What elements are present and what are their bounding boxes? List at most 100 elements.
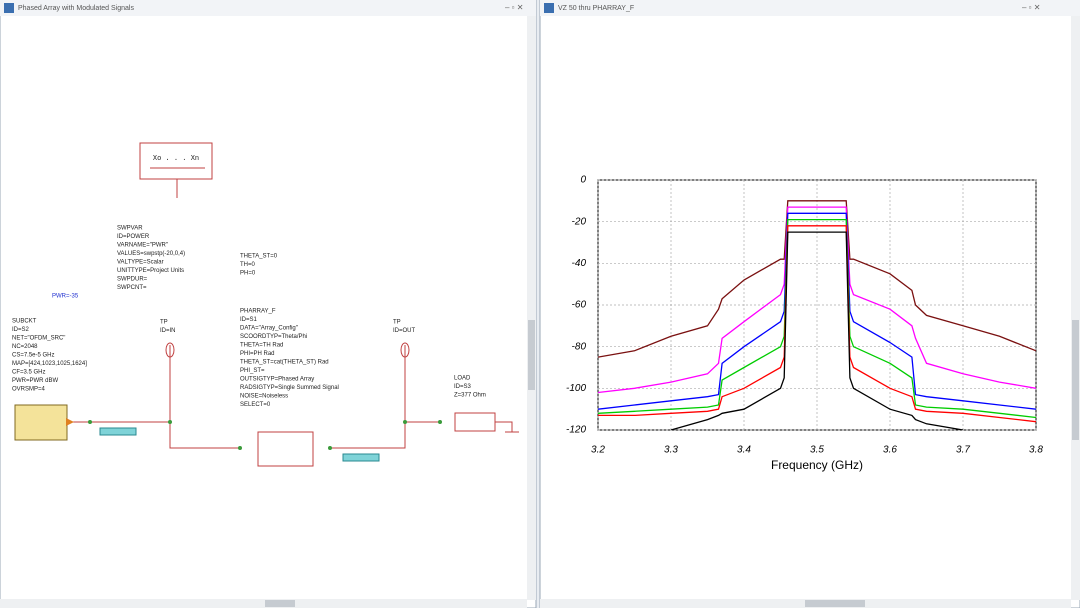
schematic-label: TP	[160, 320, 168, 326]
schematic-label: ID=IN	[160, 328, 176, 334]
nodes	[88, 420, 442, 450]
x-tick-label: 3.4	[737, 445, 751, 456]
schematic-label: ID=S1	[240, 317, 258, 323]
series-line	[598, 225, 1036, 423]
schematic-label: TP	[393, 320, 401, 326]
schematic-label: THETA_ST=cat(THETA_ST) Rad	[240, 360, 329, 366]
y-tick-label: -60	[572, 300, 587, 311]
schematic-label: UNITTYPE=Project Units	[117, 268, 184, 274]
schematic-label: SCOORDTYP=Theta/Phi	[240, 334, 307, 340]
window-icon	[4, 3, 14, 13]
schematic-label: NC=2048	[12, 344, 38, 350]
wire	[495, 421, 513, 432]
v-scrollbar[interactable]	[527, 16, 536, 600]
x-tick-label: 3.8	[1029, 445, 1043, 456]
probe	[165, 342, 175, 358]
title-bar	[540, 0, 1080, 16]
schematic-label: PHI=PH Rad	[240, 351, 275, 357]
x-tick-label: 3.2	[591, 445, 605, 456]
schematic-label: NET="OFDM_SRC"	[12, 336, 65, 342]
source-box	[14, 404, 68, 441]
series-line	[598, 212, 1036, 410]
y-tick-label: 0	[580, 175, 586, 186]
schematic-label: TH=0	[240, 262, 256, 268]
x-tick-label: 3.5	[810, 445, 824, 456]
schematic-label: SWPCNT=	[117, 285, 147, 291]
scroll-thumb[interactable]	[528, 320, 535, 390]
schematic-label: SWPDUR=	[117, 277, 148, 283]
y-tick-label: -40	[572, 258, 587, 269]
window-controls[interactable]: – ▫ ✕	[1022, 3, 1040, 12]
schematic-label: CF=3.5 GHz	[12, 370, 46, 376]
x-tick-label: 3.7	[956, 445, 970, 456]
node	[403, 420, 407, 424]
wire	[72, 421, 240, 449]
schematic-label: RADSIGTYP=Single Summed Signal	[240, 385, 339, 391]
schematic-label: DATA="Array_Config"	[240, 326, 298, 332]
schematic-label: THETA_ST=0	[240, 254, 278, 260]
wire-tag	[342, 453, 380, 462]
y-tick-label: -100	[566, 383, 586, 394]
schematic-label: OUTSIGTYP=Phased Array	[240, 377, 314, 383]
node	[168, 420, 172, 424]
title-bar	[0, 0, 536, 16]
series-line	[670, 231, 964, 430]
scroll-thumb[interactable]	[805, 600, 865, 607]
x-tick-label: 3.6	[883, 445, 897, 456]
pwr-label: PWR=-35	[52, 294, 79, 300]
window-title: Phased Array with Modulated Signals	[18, 5, 134, 12]
series	[598, 200, 1036, 430]
schematic-window	[0, 0, 537, 608]
schematic-label: NOISE=Noiseless	[240, 394, 288, 400]
wire	[330, 421, 440, 449]
x-axis-label: Frequency (GHz)	[771, 458, 863, 472]
schematic-label: ID=OUT	[393, 328, 416, 334]
series-line	[598, 206, 1036, 394]
scroll-thumb[interactable]	[1072, 320, 1079, 440]
schematic-label: CS=7.5e-5 GHz	[12, 353, 55, 359]
schematic-label: PHI_ST=	[240, 368, 265, 374]
series-line	[598, 200, 1036, 358]
window-icon	[544, 3, 554, 13]
v-scrollbar[interactable]	[1071, 16, 1080, 600]
schematic-label: MAP=[424,1023,1025,1624]	[12, 361, 87, 367]
window-title: VZ 50 thru PHARRAY_F	[558, 5, 634, 12]
schematic-label: SUBCKT	[12, 319, 37, 325]
schematic-label: ID=S2	[12, 327, 30, 333]
y-tick-label: -80	[572, 341, 587, 352]
node	[88, 420, 92, 424]
schematic-label: VALTYPE=Scalar	[117, 260, 164, 266]
schematic-label: VALUES=swpstp(-20,0,4)	[117, 251, 185, 257]
wire-tag	[99, 427, 137, 436]
pharray-box	[257, 431, 314, 467]
schematic-symbols	[72, 142, 519, 467]
node	[438, 420, 442, 424]
series-line	[598, 218, 1036, 419]
schematic-label: LOAD	[454, 376, 471, 382]
probe	[400, 342, 410, 358]
window-controls[interactable]: – ▫ ✕	[505, 3, 523, 12]
schematic-label: PHARRAY_F	[240, 309, 276, 315]
schematic-label: PWR=PWR dBW	[12, 378, 59, 384]
h-scrollbar[interactable]	[0, 599, 527, 608]
schematic-label: PH=0	[240, 271, 256, 277]
schematic-label: SELECT=0	[240, 402, 271, 408]
schematic-text: SWPVAR ID=POWER VARNAME="PWR" VALUES=swpstp…	[12, 226, 486, 409]
x-tick-label: 3.3	[664, 445, 678, 456]
sweep-label: Xo . . . Xn	[153, 155, 199, 163]
schematic-label: ID=POWER	[117, 234, 150, 240]
schematic-label: VARNAME="PWR"	[117, 243, 168, 249]
scroll-thumb[interactable]	[265, 600, 295, 607]
schematic-label: THETA=TH Rad	[240, 343, 283, 349]
y-tick-label: -120	[566, 425, 586, 436]
schematic-label: OVRSMP=4	[12, 387, 46, 393]
port	[66, 418, 74, 426]
schematic-label: Z=377 Ohm	[454, 393, 486, 399]
y-tick-label: -20	[572, 216, 587, 227]
swpvar-box	[139, 142, 213, 180]
node	[328, 446, 332, 450]
node	[238, 446, 242, 450]
schematic-label: ID=S3	[454, 384, 472, 390]
